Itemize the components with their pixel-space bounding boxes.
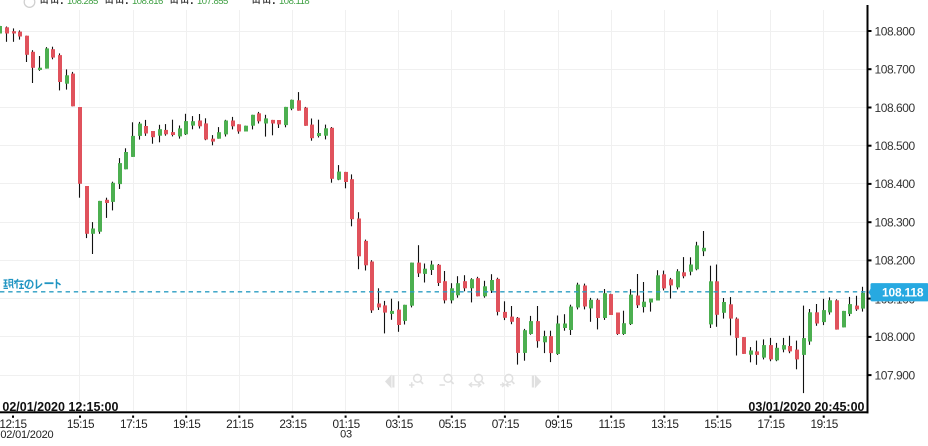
svg-text:108.300: 108.300 <box>875 216 916 230</box>
svg-text:108.118: 108.118 <box>882 286 924 300</box>
svg-text:07:15: 07:15 <box>492 417 520 431</box>
svg-text:15:15: 15:15 <box>704 417 732 431</box>
svg-text:03:15: 03:15 <box>386 417 414 431</box>
svg-text:108.800: 108.800 <box>875 24 916 38</box>
svg-text:19:15: 19:15 <box>811 417 839 431</box>
svg-text:23:15: 23:15 <box>279 417 307 431</box>
svg-text:12:15: 12:15 <box>0 417 28 431</box>
svg-text:02/01/2020: 02/01/2020 <box>0 429 53 441</box>
svg-text:107.900: 107.900 <box>875 368 916 382</box>
svg-text:11:15: 11:15 <box>598 417 625 431</box>
svg-text:01:15: 01:15 <box>332 417 360 431</box>
svg-text:17:15: 17:15 <box>120 417 148 431</box>
svg-text:09:15: 09:15 <box>545 417 573 431</box>
svg-text:108.000: 108.000 <box>875 330 916 344</box>
svg-text:108.600: 108.600 <box>875 101 916 115</box>
svg-text:05:15: 05:15 <box>439 417 467 431</box>
svg-text:03: 03 <box>340 429 352 441</box>
svg-text:107.855: 107.855 <box>197 0 228 7</box>
svg-text:15:15: 15:15 <box>67 417 95 431</box>
svg-text:108.118: 108.118 <box>279 0 309 7</box>
svg-text:108.200: 108.200 <box>875 254 916 268</box>
svg-text:108.700: 108.700 <box>875 63 916 77</box>
svg-text:108.400: 108.400 <box>875 177 916 191</box>
svg-text:03/01/2020 20:45:00: 03/01/2020 20:45:00 <box>748 400 864 414</box>
svg-text:108.285: 108.285 <box>67 0 98 7</box>
svg-text:108.500: 108.500 <box>875 139 916 153</box>
svg-text:21:15: 21:15 <box>226 417 254 431</box>
svg-text:13:15: 13:15 <box>651 417 679 431</box>
svg-text:17:15: 17:15 <box>757 417 785 431</box>
svg-text:108.816: 108.816 <box>132 0 163 7</box>
svg-text:02/01/2020 12:15:00: 02/01/2020 12:15:00 <box>2 400 118 414</box>
svg-text:19:15: 19:15 <box>173 417 201 431</box>
